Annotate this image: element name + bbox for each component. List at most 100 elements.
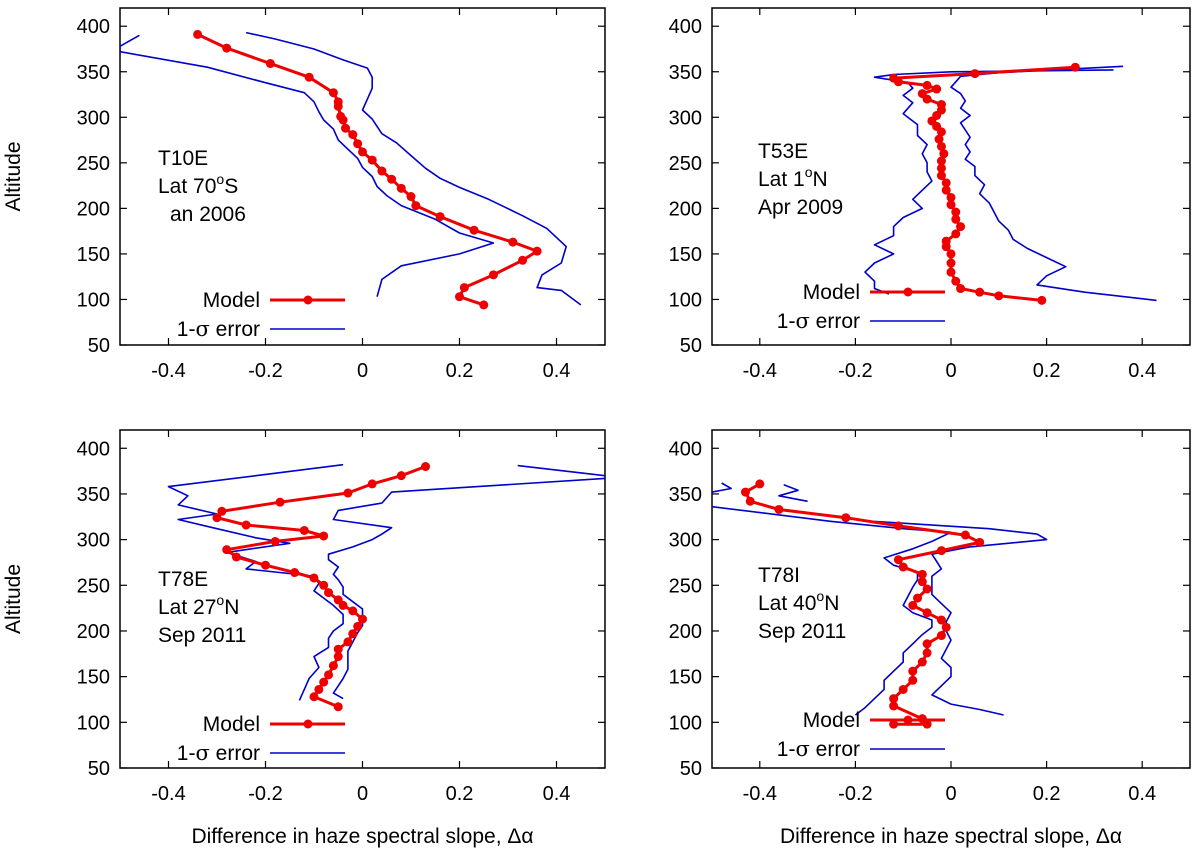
model-point [951,207,961,217]
model-point [970,69,980,79]
model-point [231,552,241,562]
error-line [120,34,495,297]
model-point [975,287,985,297]
model-point [922,648,932,658]
model-point [309,692,319,702]
model-point [353,621,363,631]
x-tick-label: -0.2 [838,360,872,382]
model-point [241,520,251,530]
model-point [222,43,232,53]
annotation-date: Apr 2009 [758,196,843,219]
model-point [193,29,203,39]
model-point [893,521,903,531]
model-point [893,555,903,565]
annotation-flyby: T78I [758,564,800,587]
y-tick-label: 150 [669,244,702,266]
legend-model-label: Model [803,281,860,304]
model-point [479,300,489,310]
model-point [936,546,946,556]
y-tick-label: 200 [669,198,702,220]
model-point [353,139,363,149]
model-point [893,77,903,87]
model-point [421,462,431,472]
model-point [908,600,918,610]
model-point [908,666,918,676]
model-point [396,471,406,481]
model-point [324,670,334,680]
y-tick-label: 250 [77,153,110,175]
y-tick-label: 350 [77,62,110,84]
model-point [343,488,353,498]
x-tick-label: 0.2 [1033,783,1061,805]
model-point [922,639,932,649]
x-tick-label: 0.4 [1128,360,1156,382]
model-point [333,101,343,111]
x-tick-label: -0.4 [151,360,185,382]
legend: Model 1-σ error [177,289,345,341]
data-layer [864,62,1157,305]
model-point [406,192,416,202]
model-point [932,84,942,94]
legend-error-label: 1-σ error [777,737,860,761]
legend-model-label: Model [203,289,260,312]
model-point [941,178,951,188]
chart-panel-2: 50 100 150 200 250 300 350 400 -0.4 -0.2 0 0.2 0.4 Mo… [669,7,1191,382]
x-tick-label: 0.4 [543,360,571,382]
model-point [939,149,949,159]
model-point [917,569,927,579]
y-tick-label: 400 [77,16,110,38]
model-point [960,530,970,540]
chart-panel-4: 50 100 150 200 250 300 350 400 -0.4 -0.2 0 0.2 0.4 Di… [669,429,1191,848]
model-point [941,242,951,252]
x-axis-label: Difference in haze spectral slope, Δα [191,825,533,848]
y-tick-label: 200 [77,621,110,643]
model-point [956,222,966,232]
legend-model-marker [903,287,913,297]
model-point [358,614,367,624]
model-point [946,267,956,277]
error-line [327,477,605,700]
x-tick-label: 0 [945,360,956,382]
model-point [338,115,348,125]
model-point [532,246,542,256]
model-point [518,255,528,265]
y-tick-label: 400 [669,16,702,38]
annotation-latitude: Lat 70oS [158,171,238,198]
model-point [841,513,851,523]
chart-panel-3: 50 100 150 200 250 300 350 400 -0.4 -0.2 0 0.2 0.4 Al… [2,429,606,848]
model-point [913,593,923,603]
model-point [922,608,932,618]
model-point [459,283,469,293]
annotation-latitude: Lat 1oN [758,164,828,191]
error-line [950,65,1157,302]
annotation-date: an 2006 [170,203,246,226]
error-line [778,484,808,503]
error-line [517,464,605,477]
model-point [319,580,329,590]
model-point [936,156,946,166]
model-point [908,675,918,685]
model-point [936,171,946,181]
annotation-latitude: Lat 40oN [758,588,839,615]
model-point [898,684,908,694]
model-point [387,174,397,184]
x-tick-label: 0 [357,360,368,382]
model-point [774,504,784,514]
error-line [864,69,1114,295]
model-point [304,72,314,82]
model-point [951,276,961,286]
model-point [358,147,367,157]
x-tick-label: -0.2 [838,783,872,805]
model-point [455,292,464,302]
model-point [936,615,946,625]
y-tick-label: 250 [77,575,110,597]
annotation-flyby: T78E [158,568,208,591]
y-tick-label: 300 [77,107,110,129]
legend-error-label: 1-σ error [177,741,260,765]
model-point [348,606,358,616]
model-point [936,127,946,137]
model-point [377,166,387,176]
model-point [314,684,324,694]
model-point [275,497,285,507]
